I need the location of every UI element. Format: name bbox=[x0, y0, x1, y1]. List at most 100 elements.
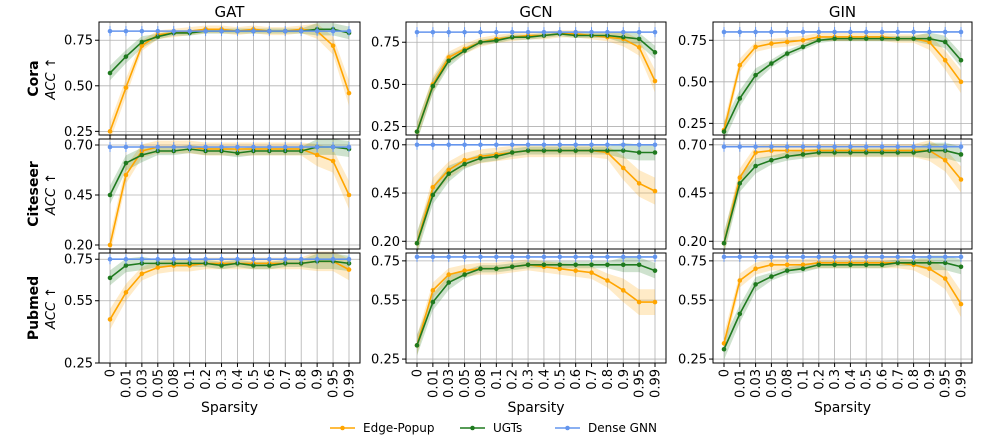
ugts-band bbox=[724, 255, 961, 360]
ugts-point bbox=[800, 266, 806, 272]
dense-gnn-point bbox=[282, 28, 288, 34]
dense-gnn-point bbox=[107, 144, 113, 150]
x-axis-label: Sparsity bbox=[201, 400, 258, 416]
ugts-band bbox=[724, 32, 961, 142]
axes-frame bbox=[712, 21, 973, 136]
ugts-point bbox=[863, 36, 869, 41]
ugts-point bbox=[784, 154, 790, 159]
dense-gnn-point bbox=[895, 29, 901, 35]
y-tick-label: 0.45 bbox=[64, 189, 93, 204]
ugts-point bbox=[958, 152, 964, 157]
ugts-line bbox=[416, 263, 656, 346]
ugts-point bbox=[753, 282, 758, 287]
edge-popup-band bbox=[110, 251, 349, 330]
dense-gnn-point bbox=[557, 142, 563, 148]
ugts-point bbox=[107, 275, 113, 281]
ugts-point bbox=[123, 263, 129, 268]
dense-gnn-point bbox=[832, 254, 837, 260]
dense-gnn-point bbox=[879, 144, 885, 150]
ugts-point bbox=[800, 152, 806, 157]
dense-gnn-point bbox=[219, 256, 224, 262]
dense-gnn-point bbox=[784, 29, 790, 35]
ugts-band bbox=[417, 142, 655, 255]
dense-gnn-point bbox=[541, 142, 547, 148]
ugts-point bbox=[816, 262, 822, 268]
ugts-point bbox=[430, 83, 436, 89]
dense-gnn-point bbox=[942, 254, 948, 260]
edge-popup-point bbox=[636, 299, 642, 305]
ugts-point bbox=[737, 96, 743, 101]
dense-gnn-point bbox=[494, 254, 499, 260]
y-tick-label: 0.75 bbox=[64, 253, 93, 268]
edge-popup-point bbox=[589, 270, 594, 275]
ugts-point bbox=[462, 272, 467, 277]
dense-gnn-point bbox=[203, 144, 208, 150]
ugts-point bbox=[652, 150, 658, 155]
ugts-point bbox=[848, 36, 853, 41]
edge-popup-point bbox=[753, 44, 758, 50]
dense-gnn-point bbox=[800, 29, 806, 35]
dense-gnn-point bbox=[737, 254, 743, 260]
dense-gnn-point bbox=[187, 144, 192, 150]
ugts-point bbox=[721, 240, 727, 246]
ugts-point bbox=[652, 50, 658, 55]
dense-gnn-point bbox=[721, 144, 727, 150]
dense-gnn-point bbox=[430, 254, 436, 260]
axes-frame bbox=[98, 252, 361, 364]
dense-gnn-point bbox=[832, 29, 837, 35]
x-tick-label: 0 bbox=[411, 369, 426, 377]
panel-pubmed-gin: 0.250.550.750 0.01 0.03 0.05 0.08 0.1 0.2 0.3 0.… bbox=[678, 251, 973, 416]
dense-gnn-point bbox=[509, 29, 515, 35]
dense-gnn-point bbox=[589, 29, 594, 35]
column-title-gat: GAT bbox=[215, 3, 246, 21]
ugts-point bbox=[573, 262, 578, 268]
edge-popup-point bbox=[636, 181, 642, 186]
ugts-point bbox=[605, 262, 610, 268]
dense-gnn-point bbox=[203, 256, 208, 262]
edge-popup-point bbox=[430, 184, 436, 190]
ugts-point bbox=[911, 36, 916, 41]
ugts-line bbox=[416, 149, 655, 244]
dense-gnn-point bbox=[267, 256, 272, 262]
dense-gnn-point bbox=[330, 144, 336, 150]
ugts-point bbox=[879, 36, 885, 41]
ugts-point bbox=[942, 39, 948, 45]
ugts-point bbox=[525, 34, 531, 40]
ugts-point bbox=[848, 262, 853, 268]
ugts-point bbox=[155, 34, 161, 39]
ugts-point bbox=[620, 34, 626, 40]
dense-gnn-point bbox=[769, 254, 774, 260]
dense-gnn-point bbox=[848, 144, 853, 150]
dense-gnn-point bbox=[446, 29, 452, 35]
y-tick-label: 0.55 bbox=[371, 294, 400, 309]
dense-gnn-point bbox=[171, 256, 177, 262]
dense-gnn-point bbox=[911, 144, 916, 150]
dense-gnn-point bbox=[769, 29, 774, 35]
dense-gnn-point bbox=[911, 254, 916, 260]
axes-frame bbox=[712, 138, 973, 250]
dense-gnn-point bbox=[494, 29, 499, 35]
dense-gnn-point bbox=[848, 29, 853, 35]
dense-gnn-point bbox=[784, 144, 790, 150]
edge-popup-point bbox=[446, 272, 452, 277]
edge-popup-point bbox=[769, 262, 774, 268]
dense-gnn-point bbox=[636, 142, 642, 148]
x-tick-label: 0.9 bbox=[923, 369, 938, 390]
x-tick-label: 0.03 bbox=[442, 369, 457, 398]
ugts-point bbox=[589, 148, 594, 153]
ugts-point bbox=[769, 157, 774, 163]
edge-popup-point bbox=[927, 266, 932, 272]
ugts-point bbox=[784, 268, 790, 273]
dense-gnn-point bbox=[251, 28, 256, 34]
x-axis-label: Sparsity bbox=[814, 400, 871, 416]
column-title-gin: GIN bbox=[829, 3, 856, 21]
dense-gnn-point bbox=[414, 142, 420, 148]
edge-popup-point bbox=[446, 167, 452, 173]
dense-gnn-point bbox=[235, 28, 240, 34]
dense-gnn-point bbox=[235, 144, 240, 150]
dense-gnn-point bbox=[123, 256, 129, 262]
ugts-point bbox=[879, 262, 885, 268]
x-tick-label: 0.8 bbox=[601, 369, 616, 390]
x-tick-label: 0.99 bbox=[649, 369, 664, 398]
dense-gnn-point bbox=[478, 142, 483, 148]
